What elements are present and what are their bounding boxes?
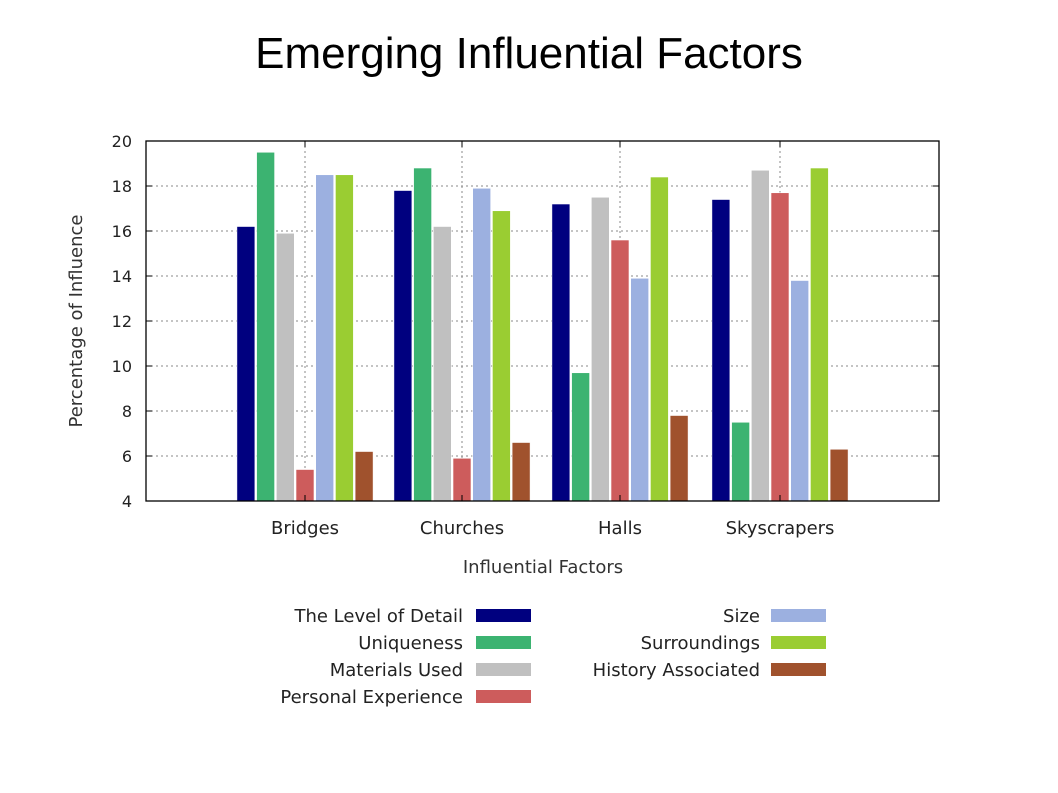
bar-bridges-size xyxy=(315,174,335,502)
legend-item: Personal Experience xyxy=(280,687,531,708)
x-tick-label: Churches xyxy=(420,518,504,539)
legend: The Level of Detail Uniqueness Materials U… xyxy=(280,606,826,708)
bar-churches-personal-experience xyxy=(452,457,472,502)
x-tick-label: Bridges xyxy=(271,518,339,539)
legend-label: Personal Experience xyxy=(280,687,463,708)
y-tick-label: 20 xyxy=(112,132,132,151)
bar-halls-history-associated xyxy=(669,415,689,502)
legend-swatch xyxy=(771,609,826,622)
bar-skyscrapers-materials-used xyxy=(750,169,770,502)
bars xyxy=(236,151,849,502)
bar-bridges-uniqueness xyxy=(256,151,275,502)
bar-skyscrapers-history-associated xyxy=(829,448,849,502)
y-tick-label: 10 xyxy=(112,357,132,376)
y-tick-label: 8 xyxy=(122,402,132,421)
slide-title: Emerging Influential Factors xyxy=(255,29,803,78)
y-axis-label: Percentage of Influence xyxy=(66,215,87,428)
legend-item: Size xyxy=(723,606,826,627)
legend-item: Surroundings xyxy=(641,633,826,654)
legend-item: History Associated xyxy=(593,660,826,681)
legend-label: Uniqueness xyxy=(358,633,463,654)
bar-bridges-the-level-of-detail xyxy=(236,226,256,502)
bar-skyscrapers-size xyxy=(790,280,810,502)
y-tick-label: 18 xyxy=(112,177,132,196)
x-tick-label: Skyscrapers xyxy=(726,518,835,539)
y-tick-label: 6 xyxy=(122,447,132,466)
y-axis-ticks: 4 6 8 10 12 14 16 18 20 xyxy=(112,132,939,511)
legend-swatch xyxy=(476,690,531,703)
y-tick-label: 4 xyxy=(122,492,132,511)
y-tick-label: 16 xyxy=(112,222,132,241)
legend-label: The Level of Detail xyxy=(293,606,463,627)
bar-churches-uniqueness xyxy=(413,167,432,502)
legend-label: Materials Used xyxy=(330,660,463,681)
bar-bridges-surroundings xyxy=(335,174,354,502)
bar-churches-materials-used xyxy=(432,226,452,502)
legend-item: Uniqueness xyxy=(358,633,531,654)
bar-halls-personal-experience xyxy=(610,239,630,502)
bar-bridges-history-associated xyxy=(354,451,374,502)
bar-churches-surroundings xyxy=(492,210,511,502)
legend-label: Surroundings xyxy=(641,633,760,654)
bar-halls-the-level-of-detail xyxy=(551,203,571,502)
legend-swatch xyxy=(476,663,531,676)
legend-item: Materials Used xyxy=(330,660,531,681)
bar-halls-uniqueness xyxy=(571,372,590,502)
bar-churches-the-level-of-detail xyxy=(393,190,413,502)
bar-halls-surroundings xyxy=(650,176,669,502)
bar-skyscrapers-the-level-of-detail xyxy=(711,199,731,502)
bar-bridges-materials-used xyxy=(275,232,295,502)
legend-swatch xyxy=(771,663,826,676)
y-tick-label: 14 xyxy=(112,267,132,286)
bar-skyscrapers-surroundings xyxy=(810,167,829,502)
legend-swatch xyxy=(476,609,531,622)
legend-item: The Level of Detail xyxy=(293,606,531,627)
x-axis-label: Influential Factors xyxy=(463,557,623,578)
y-tick-label: 12 xyxy=(112,312,132,331)
legend-swatch xyxy=(476,636,531,649)
x-tick-label: Halls xyxy=(598,518,642,539)
legend-swatch xyxy=(771,636,826,649)
bar-churches-size xyxy=(472,187,492,502)
bar-halls-materials-used xyxy=(590,196,610,502)
bar-churches-history-associated xyxy=(511,442,531,502)
legend-label: History Associated xyxy=(593,660,760,681)
bar-skyscrapers-personal-experience xyxy=(770,192,790,502)
x-axis-ticks: Bridges Churches Halls Skyscrapers xyxy=(271,141,834,539)
legend-label: Size xyxy=(723,606,760,627)
bar-halls-size xyxy=(630,277,650,502)
bar-skyscrapers-uniqueness xyxy=(731,421,750,502)
